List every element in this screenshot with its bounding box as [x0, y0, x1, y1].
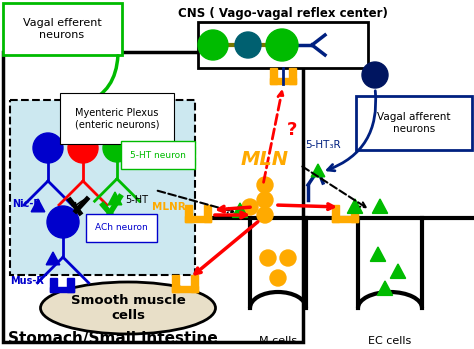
Text: M cells: M cells	[259, 336, 297, 346]
Text: 5-HT₃R: 5-HT₃R	[305, 140, 341, 150]
Polygon shape	[232, 203, 247, 217]
Polygon shape	[311, 164, 325, 177]
Text: Stomach/Small intestine: Stomach/Small intestine	[8, 331, 218, 346]
Bar	[50, 287, 74, 292]
Polygon shape	[370, 247, 386, 261]
Polygon shape	[31, 199, 45, 212]
Text: ✓: ✓	[67, 193, 89, 217]
Text: Myenteric Plexus
(enteric neurons): Myenteric Plexus (enteric neurons)	[75, 108, 159, 129]
Circle shape	[242, 199, 258, 215]
FancyBboxPatch shape	[3, 3, 122, 55]
Bar	[270, 68, 277, 84]
Polygon shape	[108, 192, 122, 205]
Circle shape	[47, 206, 79, 238]
Text: MLN: MLN	[241, 150, 289, 169]
Circle shape	[198, 30, 228, 60]
Bar	[3, 52, 303, 342]
Polygon shape	[373, 199, 388, 213]
FancyBboxPatch shape	[356, 96, 472, 150]
Bar	[172, 286, 198, 292]
Bar	[270, 78, 296, 84]
Bar	[198, 22, 368, 68]
Polygon shape	[46, 252, 60, 265]
Bar	[185, 216, 211, 222]
Text: CNS ( Vago-vagal reflex center): CNS ( Vago-vagal reflex center)	[178, 7, 388, 20]
Polygon shape	[391, 264, 406, 279]
Polygon shape	[347, 199, 363, 213]
Circle shape	[280, 250, 296, 266]
Circle shape	[257, 192, 273, 208]
Text: ?: ?	[287, 121, 297, 139]
Text: 5-HT: 5-HT	[125, 195, 148, 205]
Bar	[289, 68, 296, 84]
Bar	[351, 205, 358, 222]
Text: Nic-R: Nic-R	[12, 199, 41, 209]
Circle shape	[270, 270, 286, 286]
Bar	[67, 278, 74, 292]
FancyBboxPatch shape	[10, 100, 195, 275]
Text: Mus-R: Mus-R	[10, 276, 44, 286]
Text: Vagal afferent
neurons: Vagal afferent neurons	[377, 112, 451, 134]
Circle shape	[257, 207, 273, 223]
Polygon shape	[377, 281, 392, 295]
Circle shape	[362, 62, 388, 88]
Text: 5-HT neuron: 5-HT neuron	[130, 150, 186, 159]
Text: Smooth muscle
cells: Smooth muscle cells	[71, 294, 185, 322]
Bar	[50, 278, 57, 292]
Text: Vagal efferent
neurons: Vagal efferent neurons	[23, 18, 101, 40]
Bar	[204, 205, 211, 222]
Circle shape	[260, 250, 276, 266]
Circle shape	[257, 177, 273, 193]
Ellipse shape	[40, 282, 216, 334]
Bar	[172, 275, 179, 292]
Bar	[185, 205, 192, 222]
FancyArrowPatch shape	[328, 91, 376, 171]
Text: ACh neuron: ACh neuron	[95, 223, 148, 232]
Text: MLNR: MLNR	[152, 202, 186, 212]
Circle shape	[68, 133, 98, 163]
Circle shape	[266, 29, 298, 61]
Text: EC cells: EC cells	[368, 336, 411, 346]
Circle shape	[33, 133, 63, 163]
Circle shape	[103, 134, 131, 162]
Circle shape	[235, 32, 261, 58]
Bar	[191, 275, 198, 292]
Bar	[332, 205, 339, 222]
Bar	[332, 216, 358, 222]
